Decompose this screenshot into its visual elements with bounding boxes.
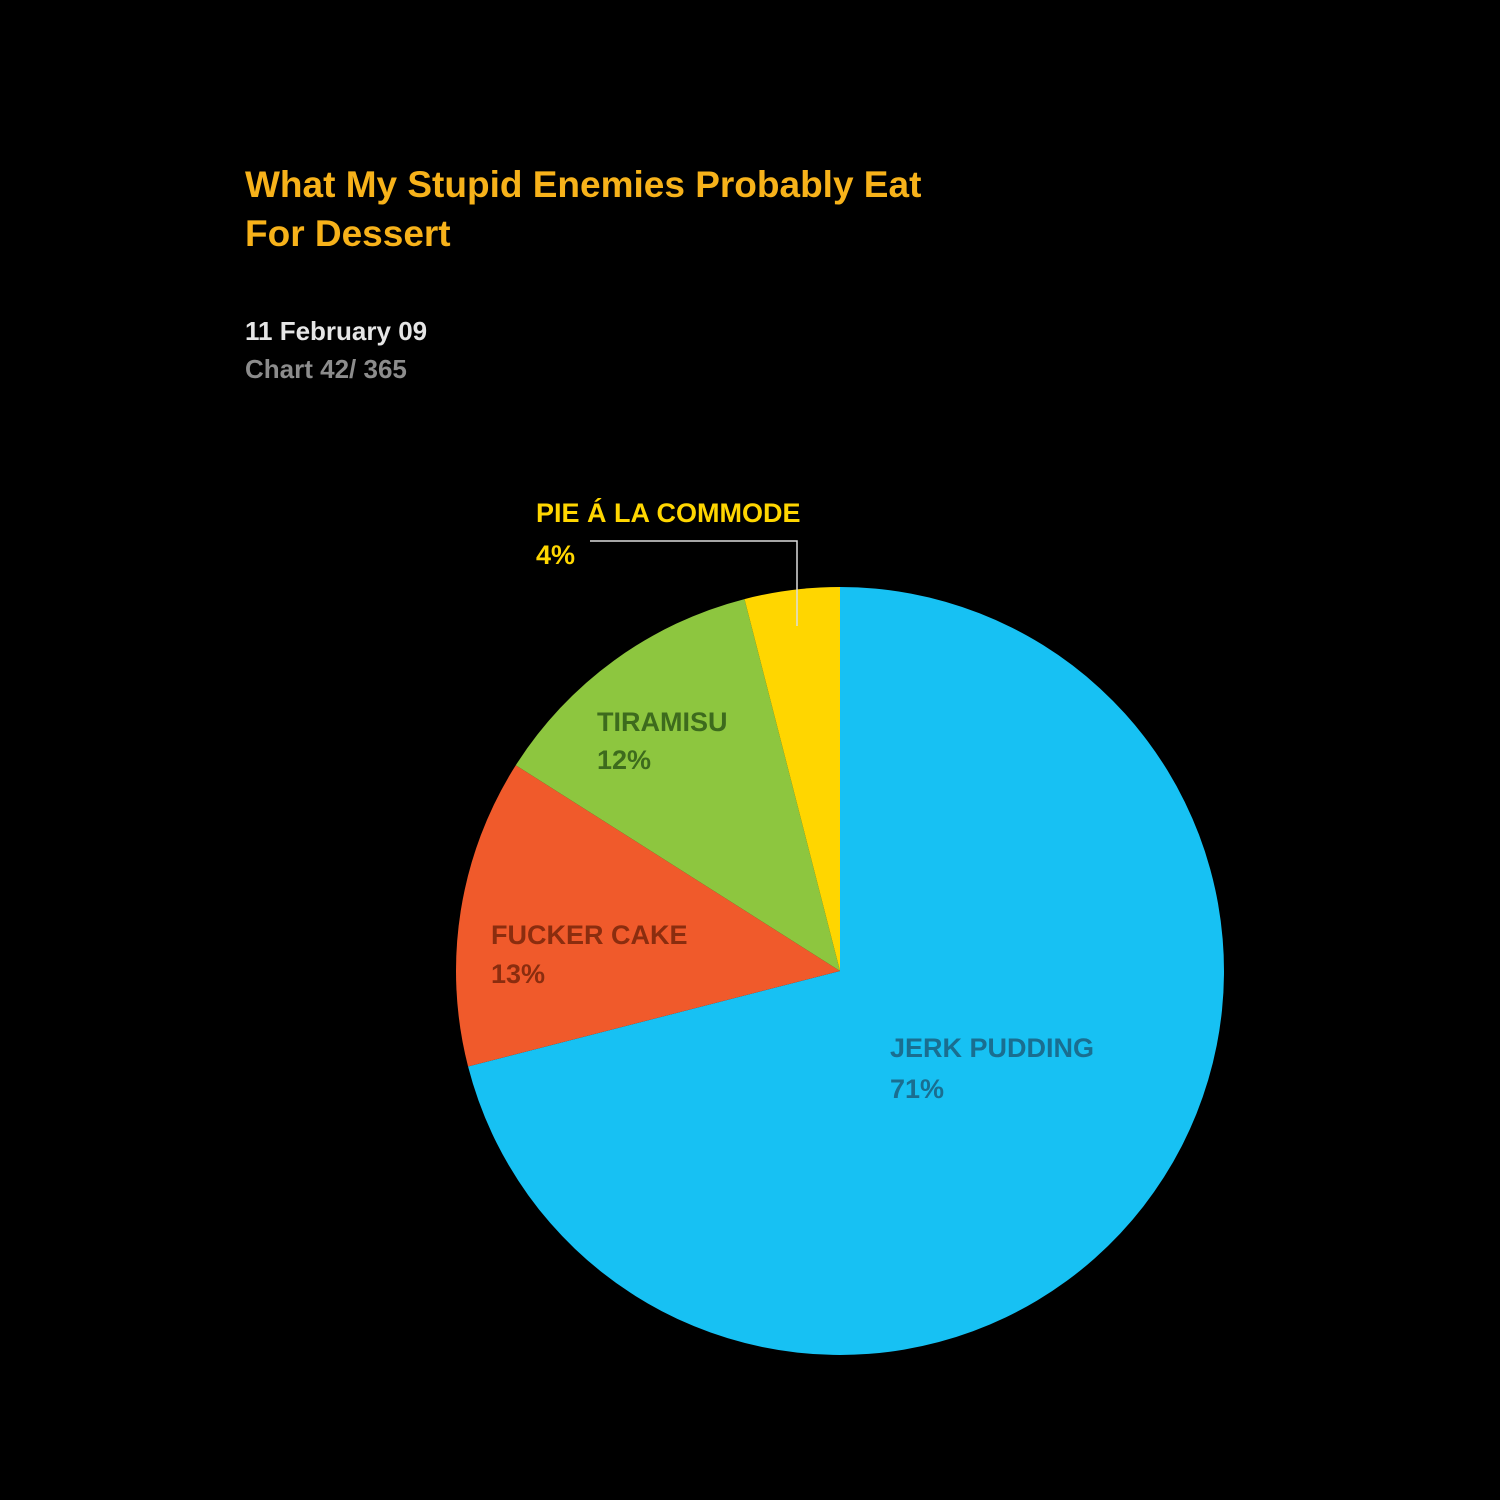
chart-title: What My Stupid Enemies Probably Eat For …	[245, 164, 922, 254]
slice-value-label: 71%	[890, 1074, 944, 1104]
pie-slice	[744, 587, 840, 971]
slice-value-label: 12%	[597, 745, 651, 775]
slice-label: FUCKER CAKE	[491, 920, 688, 950]
chart-note: Chart 42/ 365	[245, 354, 407, 384]
slice-label: PIE Á LA COMMODE	[536, 497, 801, 528]
slice-label: TIRAMISU	[597, 707, 728, 737]
slice-value-label: 4%	[536, 540, 575, 570]
chart-subtitle: 11 February 09	[245, 316, 428, 346]
leader-line	[590, 540, 798, 626]
slice-value-label: 13%	[491, 959, 545, 989]
pie-slice	[468, 587, 1225, 1355]
pie-slice	[455, 765, 840, 1067]
slice-label: JERK PUDDING	[890, 1033, 1094, 1063]
pie-slice	[515, 599, 840, 971]
